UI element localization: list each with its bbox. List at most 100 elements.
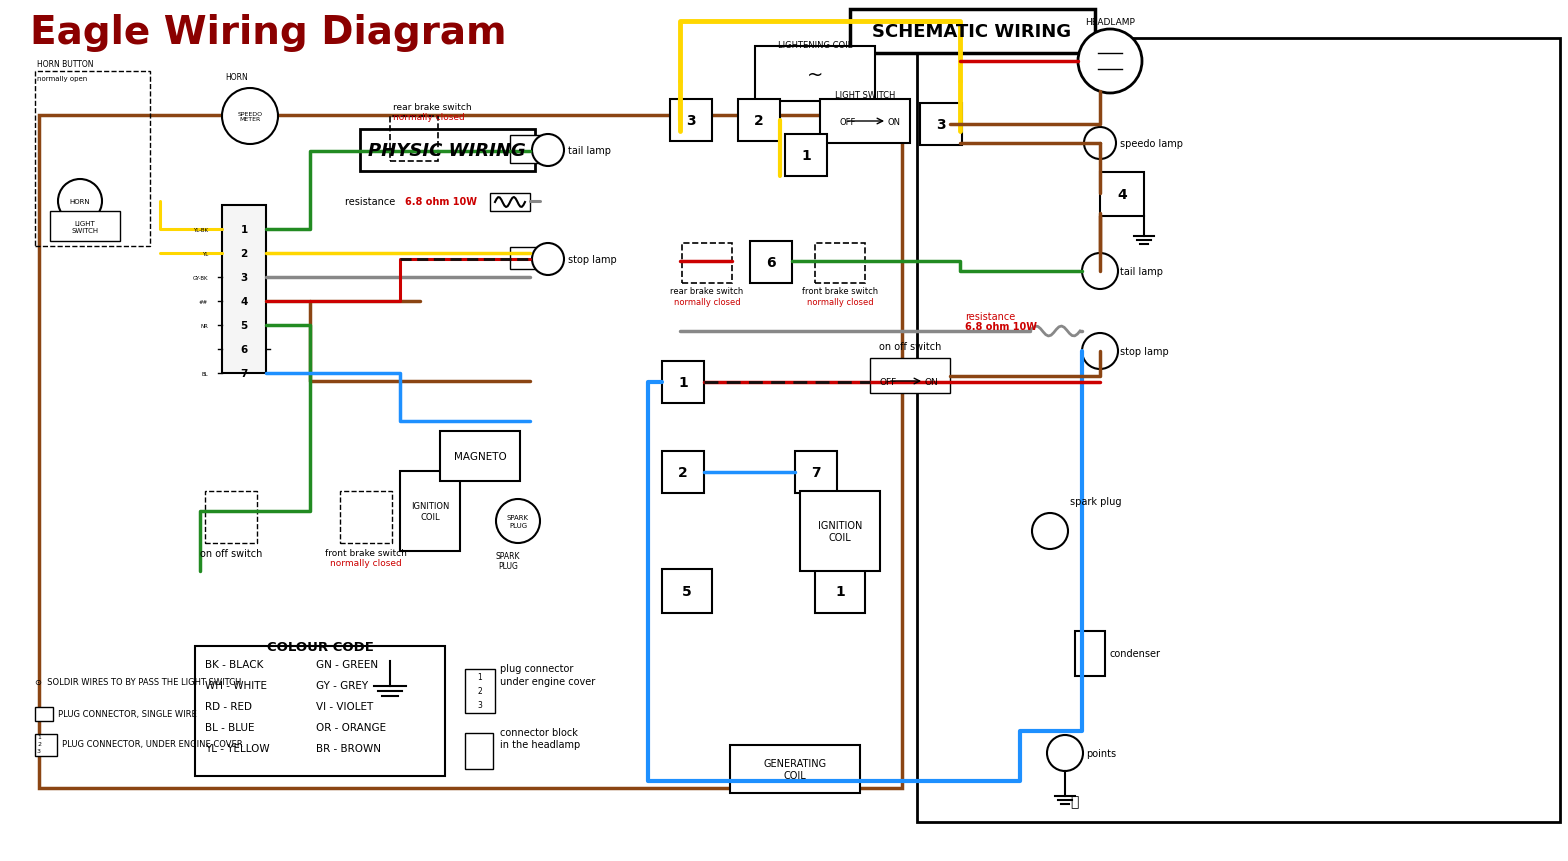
Text: on off switch: on off switch	[199, 548, 262, 558]
Text: tail lamp: tail lamp	[1120, 267, 1163, 276]
Text: GENERATING
COIL: GENERATING COIL	[764, 759, 826, 780]
FancyBboxPatch shape	[466, 669, 495, 713]
Text: normally closed: normally closed	[331, 558, 401, 567]
FancyBboxPatch shape	[510, 248, 539, 269]
Text: ##: ##	[199, 299, 209, 304]
FancyBboxPatch shape	[850, 10, 1094, 54]
FancyBboxPatch shape	[361, 130, 535, 172]
Text: 2: 2	[754, 114, 764, 127]
Text: SPARK
PLUG: SPARK PLUG	[506, 515, 528, 528]
Text: plug connector: plug connector	[500, 663, 574, 673]
Text: HORN: HORN	[69, 199, 91, 205]
Text: MAGNETO: MAGNETO	[453, 451, 506, 461]
Text: 6.8 ohm 10W: 6.8 ohm 10W	[405, 197, 477, 207]
Text: SPARK
PLUG: SPARK PLUG	[495, 551, 521, 571]
Text: HORN BUTTON: HORN BUTTON	[38, 60, 94, 69]
Circle shape	[223, 89, 278, 145]
Text: IGNITION
COIL: IGNITION COIL	[411, 502, 448, 521]
Text: resistance: resistance	[345, 197, 398, 207]
Text: normally closed: normally closed	[674, 298, 740, 307]
FancyBboxPatch shape	[662, 362, 704, 404]
Text: 6.8 ohm 10W: 6.8 ohm 10W	[964, 322, 1036, 331]
Text: condenser: condenser	[1110, 648, 1160, 659]
Text: 6: 6	[240, 344, 248, 355]
Text: YL: YL	[202, 251, 209, 257]
Text: LIGHT SWITCH: LIGHT SWITCH	[834, 91, 895, 100]
FancyBboxPatch shape	[466, 734, 492, 769]
Text: rear brake switch: rear brake switch	[671, 287, 743, 295]
Text: 2: 2	[38, 741, 41, 746]
Text: IGNITION
COIL: IGNITION COIL	[818, 521, 862, 542]
FancyBboxPatch shape	[756, 47, 875, 102]
Text: LIGHTENING COIL: LIGHTENING COIL	[778, 41, 851, 50]
Text: 4: 4	[240, 297, 248, 307]
FancyBboxPatch shape	[34, 734, 56, 756]
FancyBboxPatch shape	[441, 431, 521, 481]
Text: 3: 3	[687, 114, 696, 127]
Text: 3: 3	[38, 748, 41, 753]
Text: WH - WHITE: WH - WHITE	[205, 680, 267, 691]
Text: 2: 2	[478, 687, 483, 696]
Text: stop lamp: stop lamp	[568, 255, 616, 264]
Text: under engine cover: under engine cover	[500, 676, 596, 686]
FancyBboxPatch shape	[662, 569, 712, 613]
Circle shape	[1077, 30, 1142, 94]
FancyBboxPatch shape	[731, 745, 859, 793]
FancyBboxPatch shape	[50, 212, 121, 242]
FancyBboxPatch shape	[786, 135, 826, 177]
Text: GY - GREY: GY - GREY	[317, 680, 368, 691]
FancyBboxPatch shape	[489, 194, 530, 212]
Text: 1: 1	[478, 672, 483, 682]
Text: Eagle Wiring Diagram: Eagle Wiring Diagram	[30, 14, 506, 52]
Text: 3: 3	[478, 701, 483, 709]
Text: YL - YELLOW: YL - YELLOW	[205, 743, 270, 753]
FancyBboxPatch shape	[194, 647, 445, 776]
Text: ON: ON	[925, 377, 939, 386]
Text: 2: 2	[677, 466, 688, 480]
Text: 1: 1	[677, 375, 688, 389]
Text: 3: 3	[936, 118, 946, 132]
FancyBboxPatch shape	[1101, 173, 1145, 217]
Text: normally closed: normally closed	[394, 113, 464, 122]
FancyBboxPatch shape	[34, 707, 53, 722]
Text: 5: 5	[240, 320, 248, 331]
Text: PLUG CONNECTOR, UNDER ENGINE COVER: PLUG CONNECTOR, UNDER ENGINE COVER	[63, 740, 243, 748]
Text: GY-BK: GY-BK	[193, 276, 209, 280]
Circle shape	[1032, 513, 1068, 549]
Text: rear brake switch: rear brake switch	[394, 102, 472, 112]
Text: 6: 6	[767, 256, 776, 269]
Text: 7: 7	[811, 466, 820, 480]
Text: front brake switch: front brake switch	[325, 548, 408, 557]
FancyBboxPatch shape	[670, 100, 712, 142]
Text: 2: 2	[240, 249, 248, 258]
Text: OR - ORANGE: OR - ORANGE	[317, 722, 386, 732]
Text: BL: BL	[201, 371, 209, 376]
Circle shape	[532, 135, 564, 167]
Text: NR: NR	[201, 323, 209, 328]
Text: ⏚: ⏚	[1069, 794, 1079, 808]
Circle shape	[532, 244, 564, 276]
FancyBboxPatch shape	[739, 100, 779, 142]
Text: on off switch: on off switch	[878, 342, 941, 351]
FancyBboxPatch shape	[223, 206, 267, 374]
FancyBboxPatch shape	[795, 451, 837, 493]
FancyBboxPatch shape	[400, 472, 459, 551]
Text: front brake switch: front brake switch	[801, 287, 878, 295]
FancyBboxPatch shape	[1076, 631, 1105, 676]
Text: YL-BK: YL-BK	[193, 227, 209, 232]
Text: normally open: normally open	[38, 76, 88, 82]
Text: SPEEDO
METER: SPEEDO METER	[237, 111, 262, 122]
Text: normally closed: normally closed	[806, 298, 873, 307]
FancyBboxPatch shape	[815, 569, 866, 613]
Text: GN - GREEN: GN - GREEN	[317, 660, 378, 669]
Text: 1: 1	[38, 734, 41, 739]
Text: in the headlamp: in the headlamp	[500, 739, 580, 749]
FancyBboxPatch shape	[820, 100, 909, 144]
Text: OFF: OFF	[880, 377, 897, 386]
Text: HORN: HORN	[226, 73, 248, 82]
FancyBboxPatch shape	[870, 358, 950, 393]
Text: 4: 4	[1116, 188, 1127, 201]
Text: LIGHT
SWITCH: LIGHT SWITCH	[72, 220, 99, 233]
FancyBboxPatch shape	[750, 242, 792, 283]
Text: SCHEMATIC WIRING: SCHEMATIC WIRING	[872, 23, 1071, 41]
